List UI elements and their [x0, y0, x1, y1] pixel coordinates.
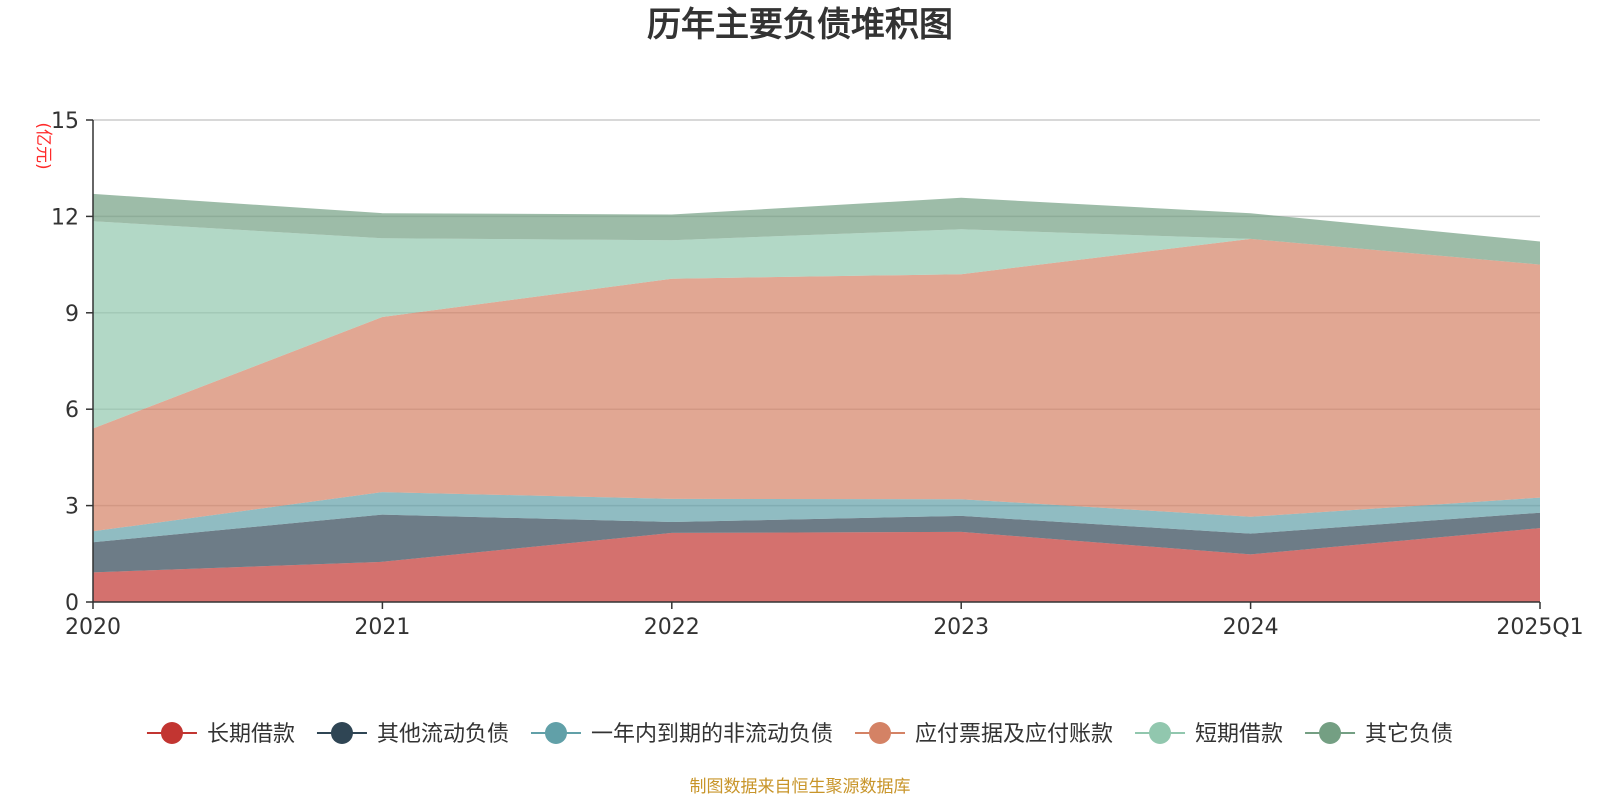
legend-marker: [869, 722, 891, 744]
area-series-3: [93, 238, 1540, 532]
y-tick-label: 0: [65, 591, 79, 616]
x-tick-label: 2023: [933, 615, 989, 640]
legend-marker: [160, 722, 183, 744]
x-tick-label: 2025Q1: [1496, 615, 1583, 640]
x-tick-label: 2020: [65, 615, 121, 640]
area-series-2: [93, 492, 1540, 543]
legend-marker: [1149, 722, 1172, 744]
legend: 长期借款 其他流动负债 一年内到期的非流动负债 应付票据及应付账款 短期借款 其它负债: [146, 722, 1453, 747]
y-tick-label: 9: [65, 302, 79, 327]
x-axis-ticks: 2020 2021 2022 2023 2024 2025Q1: [65, 602, 1584, 640]
legend-marker: [330, 722, 353, 744]
x-tick-label: 2022: [644, 615, 700, 640]
legend-item-4[interactable]: 短期借款: [1135, 722, 1283, 747]
area-series-1: [93, 512, 1540, 573]
legend-label: 其他流动负债: [377, 722, 509, 747]
y-tick-label: 12: [51, 205, 79, 230]
legend-item-2[interactable]: 一年内到期的非流动负债: [530, 722, 833, 747]
legend-marker: [544, 722, 567, 744]
stacked-areas: [93, 193, 1540, 602]
y-axis-ticks: 0 3 6 9 12 15: [51, 109, 93, 616]
legend-label: 其它负债: [1365, 722, 1453, 747]
area-series-0: [93, 528, 1540, 602]
x-tick-label: 2024: [1223, 615, 1279, 640]
y-tick-label: 15: [51, 109, 79, 134]
source-note: 制图数据来自恒生聚源数据库: [690, 777, 911, 797]
legend-item-5[interactable]: 其它负债: [1305, 722, 1453, 747]
axes: [92, 120, 1540, 603]
legend-label: 短期借款: [1195, 722, 1283, 747]
legend-item-0[interactable]: 长期借款: [146, 722, 295, 747]
y-axis-unit-label: (亿元): [33, 122, 53, 169]
area-series-5: [93, 193, 1540, 265]
legend-label: 一年内到期的非流动负债: [591, 722, 833, 747]
x-tick-label: 2021: [354, 615, 410, 640]
y-tick-label: 6: [65, 398, 79, 423]
chart-title: 历年主要负债堆积图: [647, 5, 953, 45]
legend-item-1[interactable]: 其他流动负债: [316, 722, 509, 747]
legend-item-3[interactable]: 应付票据及应付账款: [855, 722, 1113, 747]
area-series-4: [93, 221, 1540, 429]
legend-label: 应付票据及应付账款: [915, 722, 1113, 747]
legend-marker: [1319, 722, 1342, 744]
legend-label: 长期借款: [207, 722, 295, 747]
y-tick-label: 3: [65, 495, 79, 520]
